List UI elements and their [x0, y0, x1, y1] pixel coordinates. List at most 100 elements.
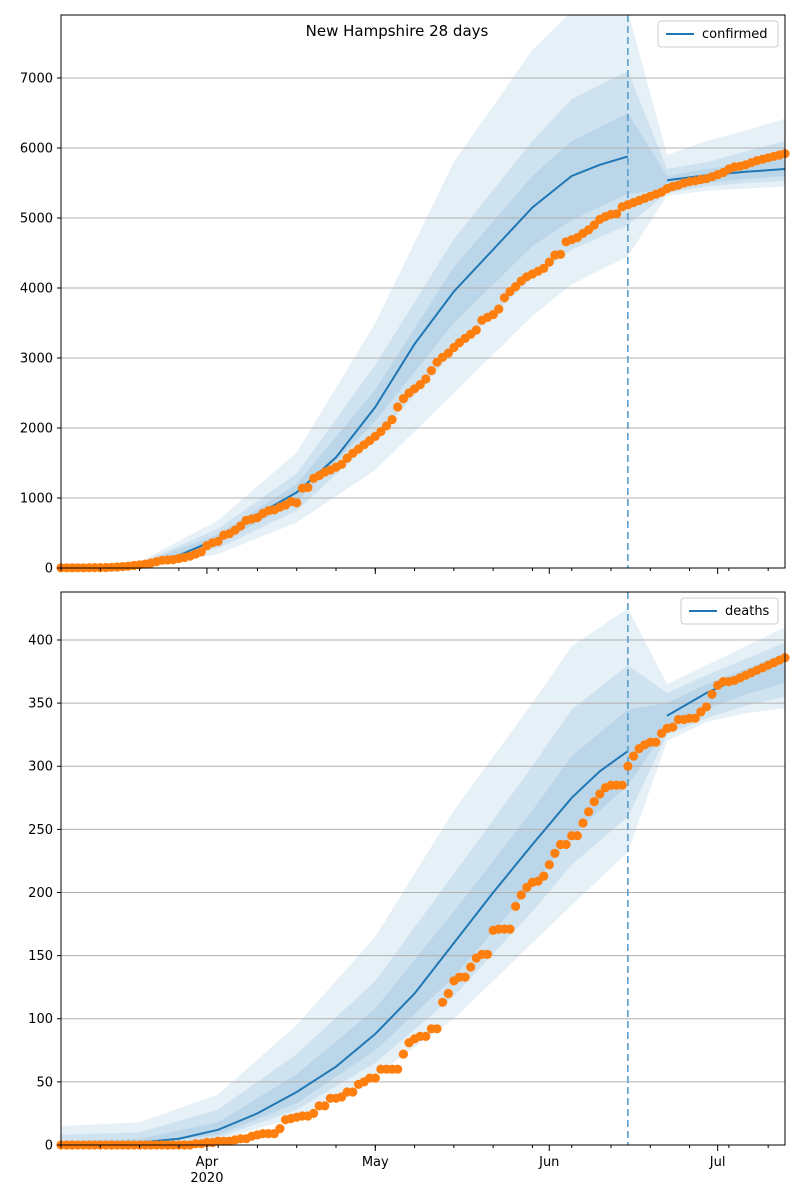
y-tick-label: 4000 — [20, 282, 53, 297]
observed-point — [213, 536, 223, 547]
observed-point — [516, 890, 526, 900]
deaths-plot-frame — [60, 591, 786, 1146]
y-tick-label: 400 — [28, 633, 53, 648]
deaths-legend: deaths — [680, 597, 779, 625]
observed-point — [595, 789, 605, 799]
deaths-y-axis: 0 50 100 150 200 250 300 350 400 — [28, 633, 61, 1154]
observed-point — [707, 689, 717, 699]
confidence-band-mid — [61, 71, 785, 568]
y-tick-label: 7000 — [20, 72, 53, 87]
confidence-band-inner — [61, 652, 785, 1145]
confidence-band-inner — [61, 113, 785, 568]
observed-point — [387, 415, 397, 425]
observed-point — [370, 1073, 380, 1083]
observed-point — [555, 249, 566, 259]
observed-point — [612, 209, 622, 219]
observed-point — [438, 997, 448, 1007]
deaths-gridlines — [61, 639, 785, 1083]
observed-point — [381, 421, 392, 431]
observed-point — [415, 380, 425, 390]
observed-point — [589, 797, 599, 807]
deaths-legend-label: deaths — [725, 604, 770, 619]
confirmed-gridlines — [61, 77, 785, 499]
y-tick-label: 150 — [28, 949, 53, 964]
observed-point — [589, 220, 599, 230]
y-tick-label: 3000 — [20, 352, 53, 367]
observed-point — [376, 426, 386, 437]
observed-point — [393, 1064, 403, 1074]
observed-point — [701, 702, 712, 712]
x-tick-label: Apr — [196, 1155, 219, 1170]
observed-point — [309, 1108, 319, 1118]
observed-point — [398, 394, 408, 404]
observed-point — [348, 1087, 358, 1097]
observed-point — [460, 972, 470, 982]
confirmed-x-axis — [60, 568, 769, 574]
x-tick-label: May — [362, 1155, 389, 1170]
observed-point — [628, 751, 639, 761]
y-tick-label: 250 — [28, 823, 53, 838]
observed-point — [275, 1124, 285, 1134]
y-tick-label: 300 — [28, 760, 53, 775]
observed-point — [550, 848, 560, 858]
y-tick-label: 350 — [28, 697, 53, 712]
observed-point — [544, 257, 554, 267]
observed-point — [432, 1024, 442, 1034]
observed-point — [690, 713, 700, 723]
observed-point — [421, 374, 431, 384]
confirmed-y-axis: 0 1000 2000 3000 4000 5000 6000 7000 — [20, 72, 61, 577]
observed-point — [505, 924, 515, 934]
y-tick-label: 0 — [45, 1139, 53, 1154]
y-tick-label: 50 — [36, 1075, 53, 1090]
y-tick-label: 200 — [28, 886, 53, 901]
observed-point — [578, 818, 588, 828]
observed-point — [651, 737, 661, 747]
observed-point — [466, 962, 476, 972]
x-tick-label: Jul — [709, 1155, 726, 1170]
confidence-band-outer — [61, 15, 785, 568]
y-tick-label: 1000 — [20, 492, 53, 507]
confidence-band-outer — [61, 608, 785, 1145]
observed-point — [539, 871, 549, 881]
observed-point — [482, 949, 493, 960]
observed-point — [488, 310, 498, 320]
figure-title: New Hampshire 28 days — [306, 22, 489, 40]
observed-point — [668, 722, 678, 732]
observed-point — [303, 482, 313, 493]
observed-point — [337, 459, 347, 469]
observed-point — [443, 988, 453, 999]
deaths-legend-box — [680, 597, 779, 625]
observed-point — [398, 1049, 408, 1059]
observed-point — [510, 282, 521, 292]
observed-point — [421, 1031, 431, 1041]
observed-point — [393, 402, 403, 412]
confirmed-plot-frame — [60, 14, 786, 569]
confirmed-legend: confirmed — [657, 20, 779, 48]
observed-point — [584, 807, 594, 817]
observed-point — [539, 263, 549, 273]
series-line-deaths — [61, 750, 629, 1145]
confirmed-confidence-bands — [61, 15, 785, 568]
y-tick-label: 0 — [45, 562, 53, 577]
confirmed-observed-points — [56, 149, 790, 573]
observed-point — [617, 780, 627, 790]
observed-point — [510, 901, 521, 912]
observed-point — [196, 547, 206, 557]
observed-point — [544, 860, 554, 870]
y-tick-label: 5000 — [20, 212, 53, 227]
y-tick-label: 100 — [28, 1012, 53, 1027]
y-tick-label: 6000 — [20, 142, 53, 157]
confirmed-legend-label: confirmed — [702, 27, 768, 42]
observed-point — [320, 1101, 330, 1111]
observed-point — [471, 325, 481, 335]
observed-point — [443, 348, 453, 358]
observed-point — [426, 366, 436, 376]
observed-point — [494, 304, 504, 314]
x-tick-label: Jun — [538, 1155, 559, 1170]
observed-point — [561, 839, 571, 850]
confirmed-panel: 0 1000 2000 3000 4000 5000 6000 7000 New Hampsh… — [20, 14, 790, 577]
confirmed-legend-box — [657, 20, 779, 48]
x-tick-label: 2020 — [190, 1171, 223, 1186]
